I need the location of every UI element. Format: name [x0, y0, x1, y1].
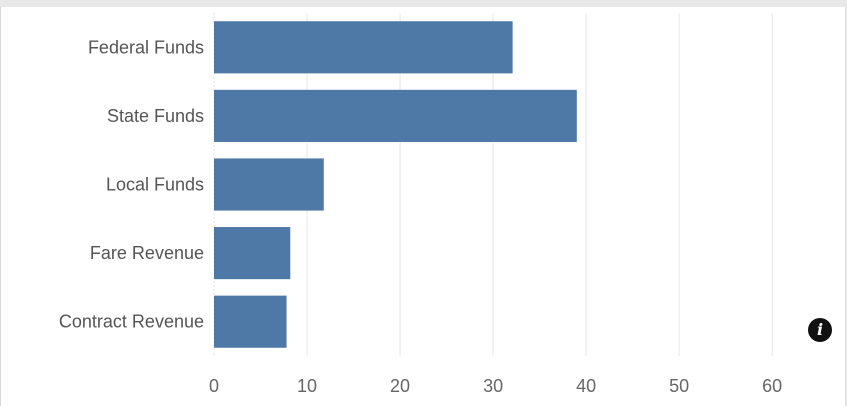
bar-layer — [214, 21, 577, 348]
x-tick-label-30: 30 — [483, 376, 503, 396]
x-tick-label-20: 20 — [390, 376, 410, 396]
category-label-federal-funds: Federal Funds — [88, 37, 204, 57]
category-label-fare-revenue: Fare Revenue — [90, 243, 204, 263]
category-label-state-funds: State Funds — [107, 106, 204, 126]
x-tick-label-50: 50 — [669, 376, 689, 396]
category-labels: Federal Funds State Funds Local Funds Fare … — [59, 37, 204, 331]
right-border — [845, 7, 847, 406]
bar-state-funds[interactable] — [214, 89, 577, 142]
bar-fare-revenue[interactable] — [214, 227, 291, 280]
x-tick-label-40: 40 — [576, 376, 596, 396]
x-tick-label-10: 10 — [297, 376, 317, 396]
bar-federal-funds[interactable] — [214, 21, 513, 74]
category-label-local-funds: Local Funds — [106, 175, 204, 195]
top-strip — [0, 0, 847, 7]
x-tick-label-60: 60 — [762, 376, 782, 396]
x-axis-tick-labels: 0 10 20 30 40 50 60 — [209, 376, 782, 396]
info-icon[interactable]: i — [808, 318, 832, 342]
category-label-contract-revenue: Contract Revenue — [59, 312, 204, 332]
bar-local-funds[interactable] — [214, 158, 324, 211]
bar-contract-revenue[interactable] — [214, 295, 287, 348]
x-tick-label-0: 0 — [209, 376, 219, 396]
left-border — [0, 7, 1, 406]
